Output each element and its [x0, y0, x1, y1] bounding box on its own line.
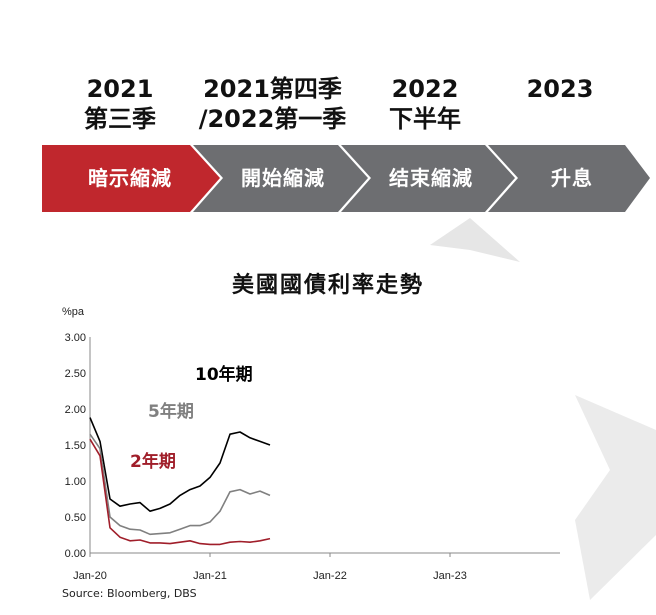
x-tick-label: Jan-21 — [193, 570, 227, 582]
series-line-1 — [89, 417, 271, 513]
y-tick-label: 2.50 — [65, 368, 86, 380]
chevron-stage-3 — [341, 145, 515, 212]
x-tick-label: Jan-23 — [433, 570, 467, 582]
chevron-stage-1 — [42, 145, 220, 212]
x-tick-label: Jan-22 — [313, 570, 347, 582]
stage-label-1: 暗示縮減 — [88, 166, 172, 190]
stage-heading-3: 2022 下半年 — [365, 74, 485, 134]
series-label-2: 5年期 — [148, 401, 194, 422]
series-label-1: 10年期 — [195, 364, 253, 385]
stage-period: /2022第一季 — [198, 105, 347, 133]
stage-year: 2021 — [86, 75, 154, 103]
chevron-stage-4 — [488, 145, 650, 212]
series-line-2 — [89, 433, 271, 536]
stage-heading-4: 2023 — [500, 74, 620, 104]
y-tick-label: 0.00 — [65, 548, 86, 560]
stage-label-3: 结束縮減 — [389, 166, 473, 190]
stage-year: 2022 — [391, 75, 459, 103]
stage-year: 2021第四季 — [203, 75, 342, 103]
y-tick-label: 1.50 — [65, 440, 86, 452]
series-line-3 — [89, 438, 271, 546]
y-tick-label: 3.00 — [65, 332, 86, 344]
stage-heading-2: 2021第四季 /2022第一季 — [185, 74, 360, 134]
stage-period: 第三季 — [84, 105, 156, 133]
stage-heading-1: 2021 第三季 — [55, 74, 185, 134]
y-tick-label: 2.00 — [65, 404, 86, 416]
stage-label-2: 開始縮減 — [241, 166, 325, 190]
decor-shape-bottom — [575, 395, 656, 600]
stage-year: 2023 — [526, 75, 594, 103]
y-tick-label: 1.00 — [65, 476, 86, 488]
y-tick-label: 0.50 — [65, 512, 86, 524]
stage-label-4: 升息 — [551, 166, 593, 190]
x-tick-label: Jan-20 — [73, 570, 107, 582]
y-axis-label: %pa — [62, 306, 85, 318]
series-label-3: 2年期 — [130, 451, 176, 472]
chart-source: Source: Bloomberg, DBS — [62, 587, 197, 600]
chevron-stage-2 — [193, 145, 368, 212]
stage-period: 下半年 — [389, 105, 461, 133]
chart-title: 美國國債利率走勢 — [231, 273, 424, 298]
decor-shape-top — [430, 218, 520, 262]
